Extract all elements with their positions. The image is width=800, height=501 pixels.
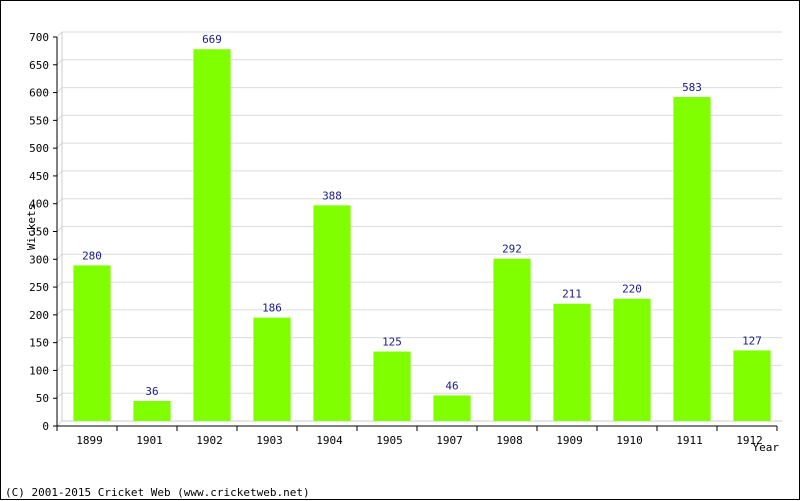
bar-1901	[133, 400, 171, 421]
y-grid-connector	[56, 59, 63, 66]
y-tick-label: 350	[29, 226, 49, 239]
y-grid-connector	[56, 87, 63, 93]
y-tick-label: 50	[36, 392, 49, 405]
data-label-1899: 280	[82, 249, 102, 262]
y-tick-label: 650	[29, 59, 49, 72]
data-label-1910: 220	[622, 283, 642, 296]
y-grid-connector	[56, 309, 63, 316]
x-tick-label-1912: 1912	[736, 434, 763, 447]
x-tick-label-1904: 1904	[316, 434, 343, 447]
y-grid-connector	[56, 365, 63, 371]
data-labels: 280 36 669 186 388 125 46 292 211 220 583 127	[82, 33, 762, 398]
y-grid-connector	[56, 170, 63, 177]
y-tick-label: 550	[29, 114, 49, 127]
y-tick-label: 600	[29, 87, 49, 100]
bar-1899	[73, 265, 111, 421]
bar-1912	[733, 350, 771, 421]
data-label-1908: 292	[502, 243, 522, 256]
y-tick-label: 0	[42, 420, 49, 433]
y-grid-connector	[56, 115, 63, 121]
data-label-1904: 388	[322, 189, 342, 202]
y-grid-connector	[56, 31, 63, 38]
tick-labels: 0 50 100 150 200 250 300 350 400 450 500 550 600 650 7…	[29, 31, 763, 447]
bar-1907	[433, 395, 471, 421]
bar-1903	[253, 317, 291, 421]
grid-lines	[56, 31, 782, 427]
x-tick-label-1903: 1903	[256, 434, 283, 447]
bars	[73, 49, 771, 422]
x-tick-label-1911: 1911	[676, 434, 703, 447]
y-grid-connector	[56, 253, 63, 260]
data-label-1905: 125	[382, 336, 402, 349]
y-tick-label: 200	[29, 309, 49, 322]
y-tick-label: 250	[29, 281, 49, 294]
bar-1904	[313, 205, 351, 421]
x-tick-label-1909: 1909	[556, 434, 583, 447]
data-label-1902: 669	[202, 33, 222, 46]
x-tick-label-1910: 1910	[616, 434, 643, 447]
y-tick-label: 300	[29, 253, 49, 266]
x-tick-label-1907: 1907	[436, 434, 463, 447]
data-label-1909: 211	[562, 288, 582, 301]
bar-1908	[493, 258, 531, 421]
y-grid-connector	[56, 392, 63, 399]
y-tick-label: 450	[29, 170, 49, 183]
x-axis-title: Year	[753, 441, 780, 454]
y-tick-label: 400	[29, 198, 49, 211]
y-tick-label: 500	[29, 142, 49, 155]
data-label-1901: 36	[145, 385, 158, 398]
bar-1905	[373, 351, 411, 421]
y-grid-connector	[56, 142, 63, 149]
data-label-1903: 186	[262, 302, 282, 315]
y-grid-connector	[56, 198, 63, 205]
bar-1911	[673, 97, 711, 422]
y-grid-connector	[56, 281, 63, 288]
bar-1902	[193, 49, 231, 421]
x-tick-label-1901: 1901	[136, 434, 163, 447]
data-label-1907: 46	[445, 379, 458, 392]
y-tick-label: 150	[29, 337, 49, 350]
y-grid-connector	[56, 226, 63, 232]
x-tick-label-1902: 1902	[196, 434, 223, 447]
data-label-1912: 127	[742, 334, 762, 347]
y-axis-title: Wickets	[25, 204, 38, 250]
x-tick-label-1905: 1905	[376, 434, 403, 447]
y-tick-label: 700	[29, 31, 49, 44]
y-grid-connector	[56, 420, 63, 427]
copyright-footer: (C) 2001-2015 Cricket Web (www.cricketwe…	[5, 486, 310, 499]
bar-1909	[553, 303, 591, 421]
x-tick-label-1899: 1899	[76, 434, 103, 447]
x-tick-label-1908: 1908	[496, 434, 523, 447]
y-tick-label: 100	[29, 364, 49, 377]
bar-1910	[613, 298, 651, 421]
axes	[53, 32, 782, 431]
data-label-1911: 583	[682, 81, 702, 94]
y-grid-connector	[56, 337, 63, 343]
